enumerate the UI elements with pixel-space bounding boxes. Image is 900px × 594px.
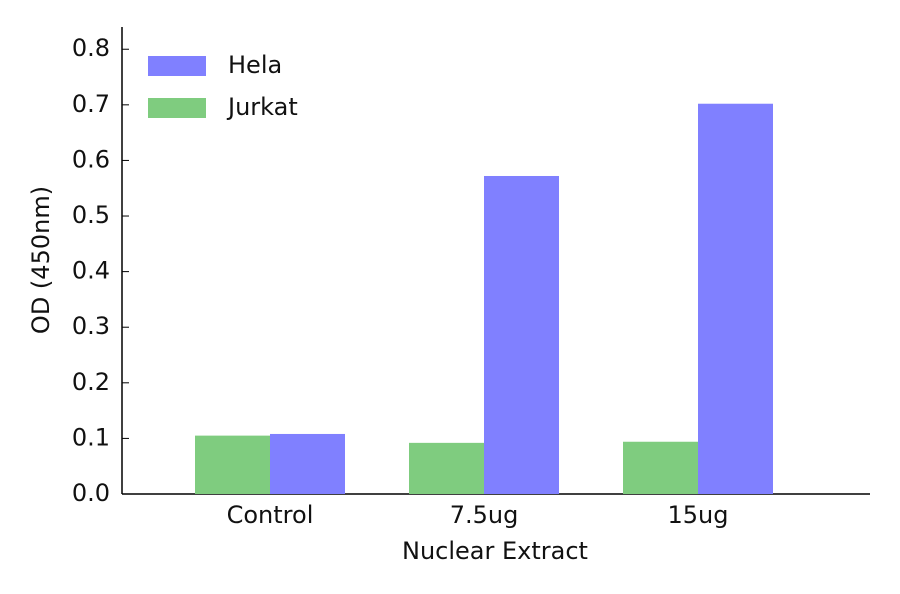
x-tick-label: 15ug bbox=[668, 501, 729, 529]
legend-swatch bbox=[148, 98, 206, 118]
y-tick-label: 0.3 bbox=[72, 312, 110, 340]
legend-swatch bbox=[148, 56, 206, 76]
y-axis-title: OD (450nm) bbox=[27, 186, 55, 334]
bar bbox=[623, 441, 698, 494]
y-tick-label: 0.5 bbox=[72, 201, 110, 229]
y-tick-label: 0.0 bbox=[72, 479, 110, 507]
y-tick-label: 0.7 bbox=[72, 90, 110, 118]
legend-label: Jurkat bbox=[226, 93, 298, 121]
y-tick-label: 0.8 bbox=[72, 34, 110, 62]
y-tick-label: 0.6 bbox=[72, 145, 110, 173]
bar bbox=[484, 175, 559, 494]
y-tick-label: 0.2 bbox=[72, 368, 110, 396]
bar bbox=[698, 103, 773, 494]
bar bbox=[195, 435, 270, 494]
legend-label: Hela bbox=[228, 51, 282, 79]
x-tick-label: 7.5ug bbox=[450, 501, 519, 529]
bar bbox=[409, 442, 484, 494]
x-axis-title: Nuclear Extract bbox=[402, 537, 588, 565]
y-tick-label: 0.1 bbox=[72, 423, 110, 451]
bar bbox=[270, 433, 345, 494]
y-tick-label: 0.4 bbox=[72, 257, 110, 285]
x-tick-label: Control bbox=[227, 501, 314, 529]
